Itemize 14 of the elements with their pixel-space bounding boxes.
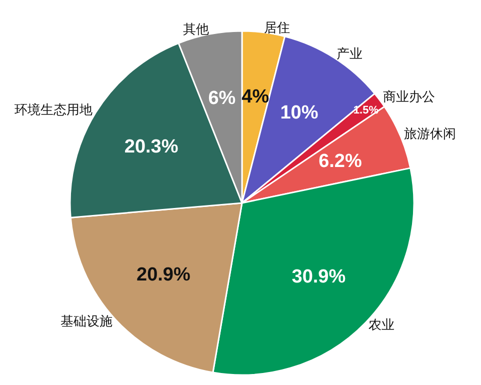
data-label: 6.2% bbox=[318, 150, 362, 172]
slice-label: 其他 bbox=[182, 22, 209, 38]
slice-label: 产业 bbox=[336, 47, 362, 62]
slice-label: 环境生态用地 bbox=[14, 102, 92, 118]
data-label: 10% bbox=[280, 102, 318, 124]
slice-label: 农业 bbox=[368, 318, 395, 333]
slice-label: 基础设施 bbox=[60, 314, 112, 330]
data-label: 20.3% bbox=[124, 136, 178, 158]
slice-label: 旅游休闲 bbox=[404, 127, 456, 142]
data-label: 30.9% bbox=[292, 266, 346, 288]
data-label: 20.9% bbox=[136, 264, 190, 286]
slice-label: 居住 bbox=[264, 20, 290, 36]
data-label: 6% bbox=[208, 88, 236, 109]
slice-label: 商业办公 bbox=[382, 90, 435, 106]
